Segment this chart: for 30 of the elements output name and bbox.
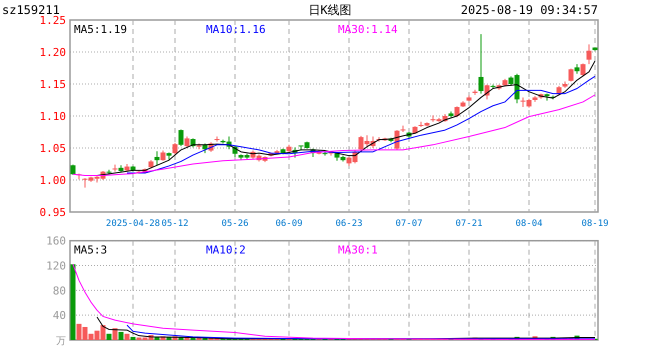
- y-tick-label: 80: [52, 284, 66, 298]
- text: MA30:1.14: [338, 23, 398, 36]
- y-tick-label: 160: [46, 234, 66, 248]
- x-tick-label: 06-23: [335, 219, 363, 229]
- x-tick-label: 05-12: [161, 219, 189, 229]
- x-tick-label: 07-07: [395, 219, 423, 229]
- chart-subtitle: sz159211: [2, 3, 60, 17]
- chart-title: 日K线图: [308, 3, 352, 17]
- text: MA10:1.16: [206, 23, 266, 36]
- y-tick-label: 0.95: [40, 206, 66, 219]
- y-tick-label: 1.00: [40, 174, 66, 187]
- y-tick-label: 1.15: [40, 78, 66, 91]
- x-tick-label: 08-19: [581, 219, 609, 229]
- y-tick-label: 1.25: [40, 14, 66, 27]
- x-tick-label: 05-26: [221, 219, 249, 229]
- x-tick-label: 06-09: [275, 219, 303, 229]
- y-tick-label: 1.10: [40, 110, 66, 123]
- text: 2025-08-19 09:34:57: [460, 3, 598, 17]
- y-tick-label: 120: [46, 260, 66, 273]
- x-tick-label: 08-04: [515, 219, 543, 229]
- y-axis-title: 万: [56, 336, 66, 347]
- y-tick-label: 40: [52, 309, 66, 322]
- y-tick-label: 1.20: [40, 46, 66, 59]
- text: MA5:3: [74, 244, 108, 257]
- y-tick-label: 1.05: [40, 142, 66, 155]
- text: MA5:1.19: [74, 23, 127, 36]
- x-tick-label: 07-21: [455, 219, 483, 229]
- text: MA10:2: [206, 244, 246, 257]
- text: MA30:1: [338, 244, 378, 257]
- x-tick-label: 2025-04-28: [106, 219, 160, 229]
